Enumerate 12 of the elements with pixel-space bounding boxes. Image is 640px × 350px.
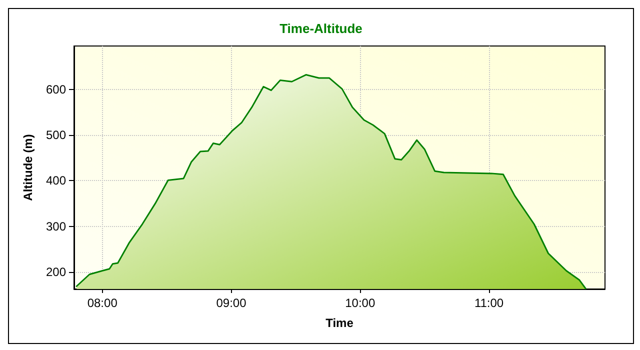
y-tick-label: 600 <box>46 82 66 96</box>
y-tick-label: 500 <box>46 128 66 142</box>
x-axis-title: Time <box>326 316 354 330</box>
x-tick-label: 11:00 <box>474 296 504 310</box>
chart-title: Time-Altitude <box>280 21 362 36</box>
y-tick-label: 400 <box>46 174 66 188</box>
x-tick-label: 10:00 <box>345 296 376 310</box>
x-tick-label: 08:00 <box>87 296 118 310</box>
y-tick-label: 200 <box>46 265 66 280</box>
x-tick-label: 09:00 <box>216 296 247 310</box>
y-axis-title: Altitude (m) <box>21 134 35 201</box>
y-tick-label: 300 <box>46 219 66 234</box>
